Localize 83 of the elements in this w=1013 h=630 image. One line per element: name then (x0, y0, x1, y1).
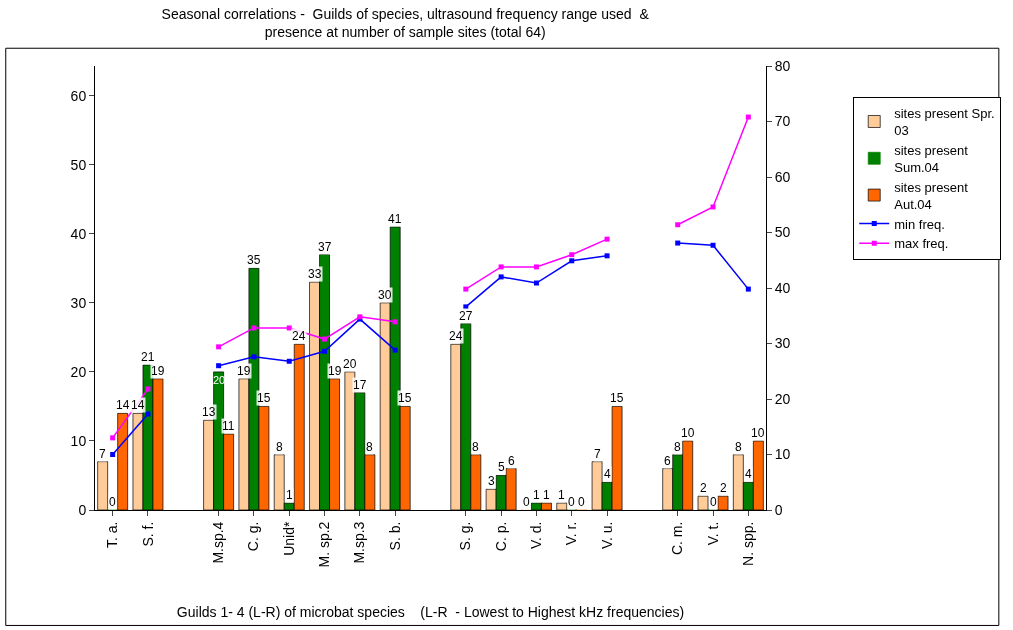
y-tick-label: 60 (70, 87, 87, 104)
data-label: 1 (533, 488, 540, 502)
data-label: 27 (459, 309, 473, 323)
y-tick-label: 20 (70, 363, 87, 380)
data-label: 0 (568, 495, 575, 509)
y-tick-label: 40 (70, 225, 87, 242)
x-tick-label: S. b. (386, 521, 403, 551)
data-label: 15 (610, 391, 624, 405)
data-label: 0 (523, 495, 530, 509)
y2-tick-label: 10 (774, 446, 791, 463)
data-label: 1 (558, 488, 565, 502)
data-label: 6 (664, 454, 671, 468)
x-tick-label: C. m. (669, 521, 686, 556)
y2-tick-label: 0 (774, 501, 783, 518)
y2-tick-label: 20 (774, 390, 791, 407)
data-label: 21 (141, 350, 155, 364)
x-tick-label: S. f. (139, 521, 156, 547)
data-label: 37 (318, 240, 332, 254)
chart-title: Seasonal correlations - Guilds of species, ultrasound frequency range used & presence at number of sample sites (total 64) (161, 5, 650, 41)
data-label: 4 (745, 467, 752, 481)
x-tick-label: Unid* (280, 521, 297, 556)
x-tick-label: N. spp. (739, 521, 756, 566)
y2-tick-label: 40 (774, 279, 791, 296)
data-label: 8 (472, 440, 479, 454)
y-tick-label: 10 (70, 432, 87, 449)
x-tick-label: S. g. (457, 521, 474, 551)
data-label: 10 (751, 426, 765, 440)
x-tick-label: M.sp.4 (210, 521, 227, 564)
data-label: 33 (308, 267, 322, 281)
data-label: 5 (498, 460, 505, 474)
data-label: 41 (388, 212, 402, 226)
x-tick-label: V. r. (563, 521, 580, 546)
y2-tick-label: 60 (774, 168, 791, 185)
data-label: 24 (292, 329, 306, 343)
x-tick-label: C. p. (492, 521, 509, 552)
y-tick-label: 0 (78, 501, 87, 518)
data-label: 2 (700, 481, 707, 495)
x-tick-label: V. d. (528, 521, 544, 550)
data-label: 14 (116, 398, 130, 412)
data-label: 8 (674, 440, 681, 454)
y-tick-label: 50 (70, 156, 87, 173)
data-label: 3 (488, 474, 495, 488)
x-tick-label: M.sp.3 (351, 521, 368, 564)
data-label: 7 (594, 447, 601, 461)
data-label: 1 (286, 488, 293, 502)
data-label: 0 (710, 495, 717, 509)
data-label: 7 (99, 447, 106, 461)
data-label: 35 (247, 253, 261, 267)
data-label: 8 (735, 440, 742, 454)
y-tick-label: 30 (70, 294, 87, 311)
data-label: 19 (151, 364, 165, 378)
data-label: 19 (237, 364, 251, 378)
data-label: 15 (257, 391, 271, 405)
x-tick-label: M. sp.2 (316, 521, 333, 568)
data-label: 17 (353, 378, 367, 392)
data-label: 19 (328, 364, 342, 378)
y2-tick-label: 80 (774, 57, 791, 74)
y2-tick-label: 30 (774, 335, 791, 352)
data-label: 24 (449, 329, 463, 343)
x-tick-label: V. t. (704, 521, 721, 546)
y2-tick-label: 70 (774, 113, 791, 130)
data-label: 10 (681, 426, 695, 440)
data-label: 8 (366, 440, 373, 454)
legend-label: max freq. (894, 236, 949, 252)
x-tick-label: V. u. (598, 521, 615, 550)
data-label: 13 (202, 405, 216, 419)
data-label: 4 (604, 467, 611, 481)
legend-label: min freq. (894, 216, 945, 232)
data-label: 30 (378, 288, 392, 302)
data-label: 15 (398, 391, 412, 405)
x-tick-label: T. a. (104, 521, 121, 549)
data-label: 20 (343, 357, 357, 371)
data-label: 0 (109, 495, 116, 509)
data-label: 2 (720, 481, 727, 495)
data-label: 1 (543, 488, 550, 502)
data-label: 8 (276, 440, 283, 454)
data-label: 14 (131, 398, 145, 412)
x-tick-label: C. g. (245, 521, 262, 552)
y2-tick-label: 50 (774, 224, 791, 241)
data-label: 0 (578, 495, 585, 509)
data-label: 11 (222, 419, 235, 433)
x-axis-title: Guilds 1- 4 (L-R) of microbat species (L-R - Lowest to Highest kHz frequencies) (176, 603, 685, 620)
data-label: 6 (508, 454, 515, 468)
